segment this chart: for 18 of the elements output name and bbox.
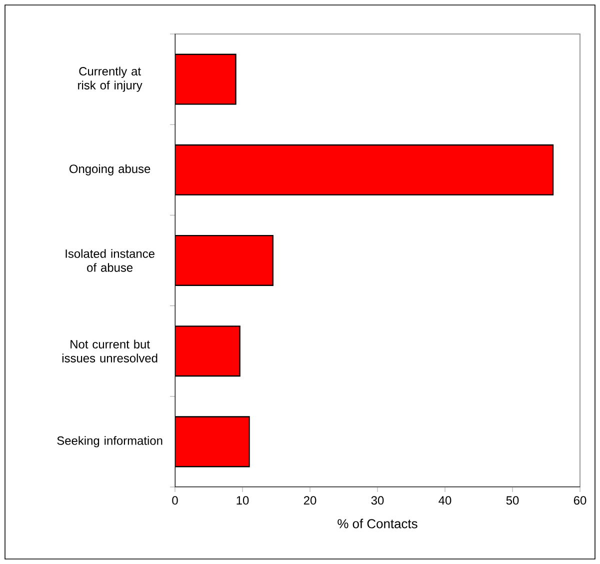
bar [175, 416, 250, 468]
x-tick-label: 40 [438, 496, 452, 505]
bar [175, 326, 240, 377]
x-tick-label: 20 [304, 496, 316, 505]
x-tick-label: 30 [371, 496, 384, 505]
x-tick-label: 50 [506, 496, 519, 505]
y-tick-label: Currently at risk of injury [78, 66, 142, 92]
y-tick-label: Not current but issues unresolved [62, 340, 158, 362]
bar [175, 144, 554, 196]
x-tick-label: 60 [574, 496, 586, 505]
bar [175, 234, 274, 286]
x-tick-label: 10 [236, 496, 249, 505]
x-axis-title: % of Contacts [338, 518, 418, 528]
y-tick-label: Ongoing abuse [70, 164, 150, 176]
y-tick-label: Seeking information [57, 436, 162, 448]
bar [175, 54, 236, 105]
y-tick-label: Isolated instance of abuse [66, 249, 154, 272]
x-tick-label: 0 [172, 496, 178, 505]
